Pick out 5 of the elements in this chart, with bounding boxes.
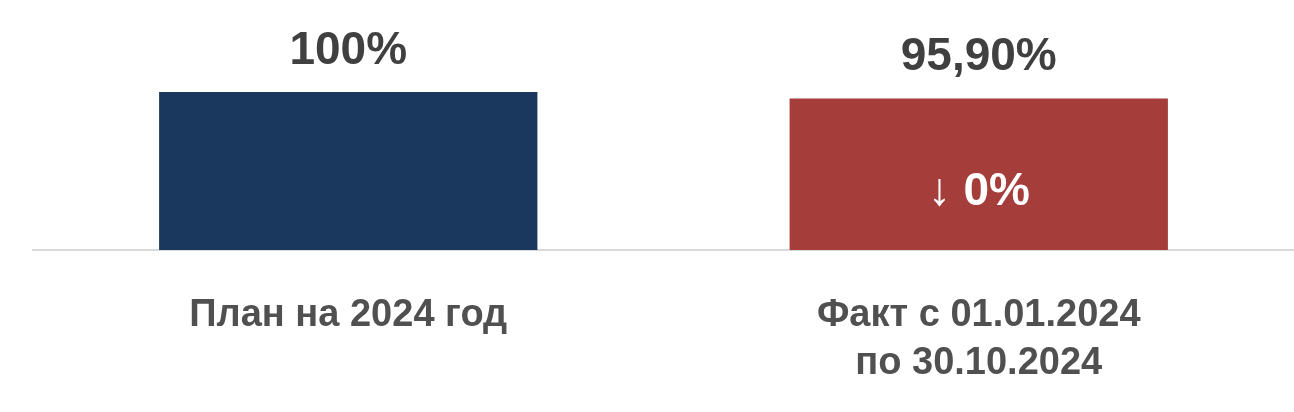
annotation: ↓ 0%: [927, 162, 1030, 215]
x-tick-label: Факт с 01.01.2024 по 30.10.2024: [816, 292, 1141, 382]
x-tick-label: План на 2024 год: [189, 292, 508, 335]
data-label: 95,90%: [900, 28, 1057, 81]
data-label: 100%: [289, 21, 408, 74]
